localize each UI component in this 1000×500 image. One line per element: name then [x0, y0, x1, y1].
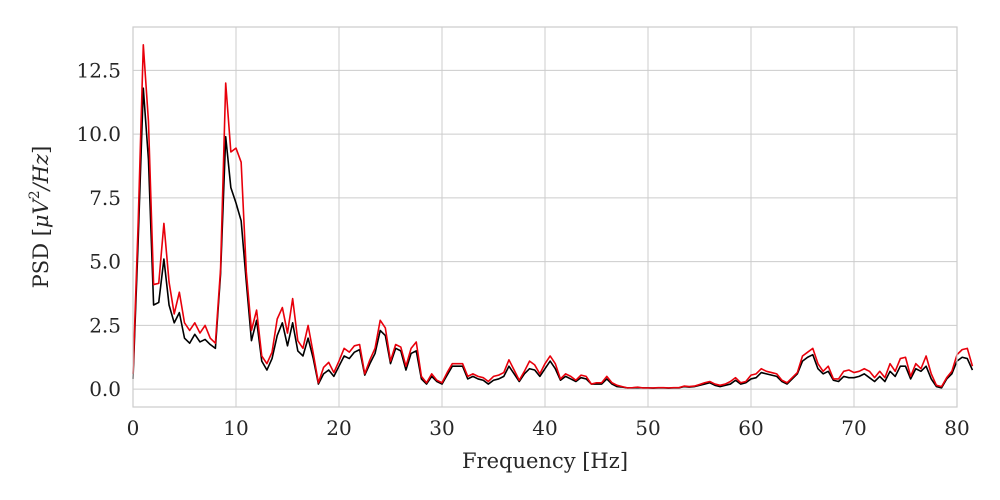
y-tick-label: 2.5	[89, 313, 121, 337]
x-tick-label: 40	[532, 416, 557, 440]
x-axis-ticks: 0 10 20 30 40 50 60 70 80	[127, 416, 970, 440]
x-axis-label: Frequency [Hz]	[462, 449, 628, 473]
series-layer	[132, 44, 974, 389]
y-axis-ticks: 0.0 2.5 5.0 7.5 10.0 12.5	[76, 58, 121, 401]
x-tick-label: 70	[841, 416, 866, 440]
y-axis-label-slash: /	[29, 181, 53, 192]
y-axis-label-suffix: ]	[29, 146, 53, 154]
x-tick-label: 50	[635, 416, 660, 440]
x-tick-label: 10	[223, 416, 248, 440]
x-tick-label: 20	[326, 416, 351, 440]
x-tick-label: 30	[429, 416, 454, 440]
y-axis-label: PSD [μV2/Hz]	[27, 146, 53, 289]
y-axis-label-hz: Hz	[29, 153, 53, 184]
x-tick-label: 60	[738, 416, 763, 440]
plot-frame	[132, 26, 958, 408]
y-tick-label: 0.0	[89, 377, 121, 401]
x-tick-label: 80	[944, 416, 969, 440]
y-tick-label: 10.0	[76, 122, 121, 146]
y-axis-label-prefix: PSD [	[29, 228, 53, 288]
y-axis-label-exponent: 2	[27, 190, 43, 199]
y-tick-label: 12.5	[76, 58, 121, 82]
y-tick-label: 7.5	[89, 186, 121, 210]
y-tick-label: 5.0	[89, 250, 121, 274]
x-tick-label: 0	[127, 416, 140, 440]
series-line-red	[132, 44, 974, 389]
y-axis-label-unit: μV	[29, 197, 53, 228]
